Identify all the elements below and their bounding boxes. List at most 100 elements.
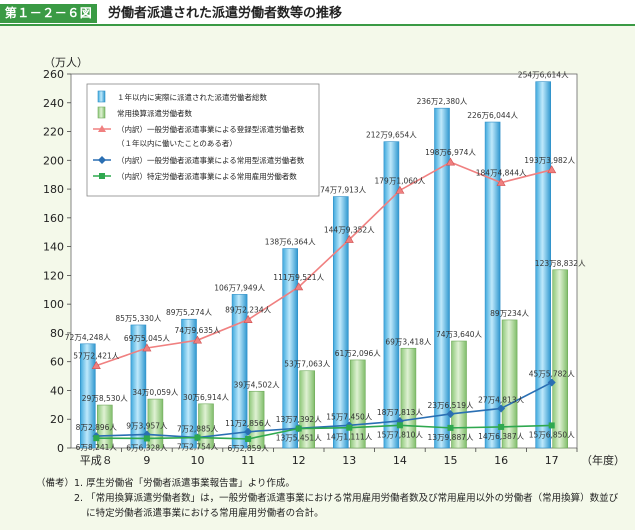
bar-fulltime-equivalent: [501, 319, 518, 449]
line-point-registered: [91, 361, 101, 369]
legend-label: （内訳）一般労働者派遣事業による常用型派遣労働者数: [117, 155, 305, 165]
data-label: 15万7,450人: [326, 412, 373, 421]
data-label: 34万0,059人: [132, 388, 179, 397]
data-label: 74万3,640人: [436, 330, 483, 339]
y-tick-label: 200: [43, 154, 64, 167]
x-axis-title: （年度）: [581, 453, 625, 467]
line-point-specific: [295, 425, 302, 432]
bar-total-dispatched: [434, 107, 450, 449]
x-tick-label: 11: [241, 454, 255, 467]
chart: （万人） 0 20 40 60 80 100 120 140 160 180 200 220 240 260…: [43, 56, 625, 467]
line-point-specific: [548, 422, 555, 429]
data-label: 193万3,982人: [524, 156, 575, 165]
x-tick-label: 17: [545, 454, 559, 467]
legend-marker: [98, 156, 106, 164]
y-tick-label: 140: [43, 241, 64, 254]
line-point-specific: [346, 424, 353, 431]
y-tick-label: 240: [43, 97, 64, 110]
line-point-regular: [497, 404, 506, 413]
x-tick-label: 15: [444, 454, 458, 467]
x-tick-label: 16: [494, 454, 508, 467]
data-label: 106万7,949人: [214, 283, 265, 292]
data-label: 212万9,654人: [366, 131, 417, 140]
data-label: 89万5,274人: [166, 308, 213, 317]
bar-total-dispatched: [80, 343, 96, 449]
data-label: 174万7,913人: [315, 186, 366, 195]
line-point-specific: [245, 435, 252, 442]
data-label: 13万7,392人: [276, 415, 323, 424]
bar-total-dispatched: [282, 248, 299, 449]
x-tick-label: 14: [393, 454, 407, 467]
data-label: 15万6,850人: [529, 430, 576, 439]
x-tick-label: 平成８: [80, 454, 113, 467]
data-label: 69万3,418人: [385, 337, 432, 346]
line-point-registered: [496, 178, 506, 186]
line-point-specific: [143, 435, 150, 442]
data-label: 6万2,859人: [227, 444, 269, 453]
legend-label: （１年以内に働いたことのある者）: [117, 138, 237, 148]
line-point-specific: [447, 424, 454, 431]
bar-fulltime-equivalent: [400, 347, 417, 449]
data-label: 61万2,096人: [335, 349, 382, 358]
data-label: 57万2,421人: [73, 352, 120, 361]
line-series-1: [96, 161, 552, 367]
bar-fulltime-equivalent: [349, 359, 366, 449]
y-tick-label: 260: [43, 68, 64, 81]
line-point-regular: [547, 378, 556, 387]
data-label: 23万6,519人: [427, 401, 474, 410]
note-1-text: 厚生労働省「労働者派遣事業報告書」より作成。: [86, 478, 295, 489]
line-point-regular: [244, 427, 253, 436]
note-2: 2. 「常用換算派遣労働者数」は，一般労働者派遣事業における常用雇用労働者数及び…: [36, 491, 626, 521]
line-series-2: [96, 381, 553, 439]
x-tick-label: 12: [292, 454, 306, 467]
y-tick-label: 60: [50, 356, 64, 369]
legend-label: （内訳）特定労働者派遣事業による常用雇用労働者数: [117, 171, 297, 181]
bar-total-dispatched: [130, 324, 147, 449]
x-tick-label: 9: [143, 454, 150, 467]
legend-swatch: [97, 106, 106, 119]
y-tick-label: 100: [43, 298, 64, 311]
y-tick-label: 20: [50, 413, 64, 426]
y-tick-label: 80: [50, 327, 64, 340]
notes: （備考）1. 厚生労働省「労働者派遣事業報告書」より作成。 2. 「常用換算派遣…: [36, 476, 626, 521]
bar-fulltime-equivalent: [97, 404, 113, 449]
line-point-registered: [294, 282, 304, 291]
data-label: 89万2,234人: [225, 306, 272, 315]
bar-fulltime-equivalent: [552, 269, 569, 449]
data-label: 85万5,330人: [115, 314, 162, 323]
legend-label: １年以内に実際に派遣された派遣労働者総数: [117, 92, 267, 102]
note-1-lead: （備考）1.: [36, 478, 87, 489]
line-point-registered: [344, 234, 354, 243]
y-tick-label: 180: [43, 183, 64, 196]
bar-total-dispatched: [231, 294, 248, 449]
data-label: 30万6,914人: [183, 393, 230, 402]
legend-box: [86, 83, 320, 197]
line-point-specific: [93, 435, 100, 442]
y-tick-label: 120: [43, 269, 64, 282]
note-2-text: 「常用換算派遣労働者数」は，一般労働者派遣事業における常用雇用労働者数及び常用雇…: [86, 493, 619, 519]
data-label: 7万2,885人: [177, 425, 219, 434]
line-series-3: [96, 424, 552, 440]
data-label: 14万6,387人: [478, 432, 525, 441]
y-tick-label: 0: [57, 442, 64, 455]
data-label: 7万2,754人: [177, 443, 219, 452]
bar-fulltime-equivalent: [248, 390, 265, 449]
note-2-lead: 2.: [36, 493, 87, 504]
line-point-specific: [194, 434, 201, 441]
data-label: 111万9,521人: [273, 273, 324, 282]
data-label: 11万2,856人: [225, 419, 272, 428]
line-point-registered: [243, 315, 253, 323]
line-point-registered: [445, 157, 456, 166]
legend-marker: [99, 173, 105, 179]
data-label: 18万7,813人: [377, 408, 424, 417]
data-label: 236万2,380人: [417, 97, 468, 106]
legend-marker: [98, 125, 106, 132]
x-tick-label: 10: [191, 454, 205, 467]
data-label: 15万7,810人: [377, 430, 424, 439]
figure-header: 第１－２－６図 労働者派遣された派遣労働者数等の推移: [0, 0, 635, 26]
y-tick-label: 160: [43, 212, 64, 225]
data-label: 9万3,957人: [126, 421, 168, 430]
bar-fulltime-equivalent: [451, 340, 467, 449]
figure-title: 労働者派遣された派遣労働者数等の推移: [108, 6, 343, 21]
